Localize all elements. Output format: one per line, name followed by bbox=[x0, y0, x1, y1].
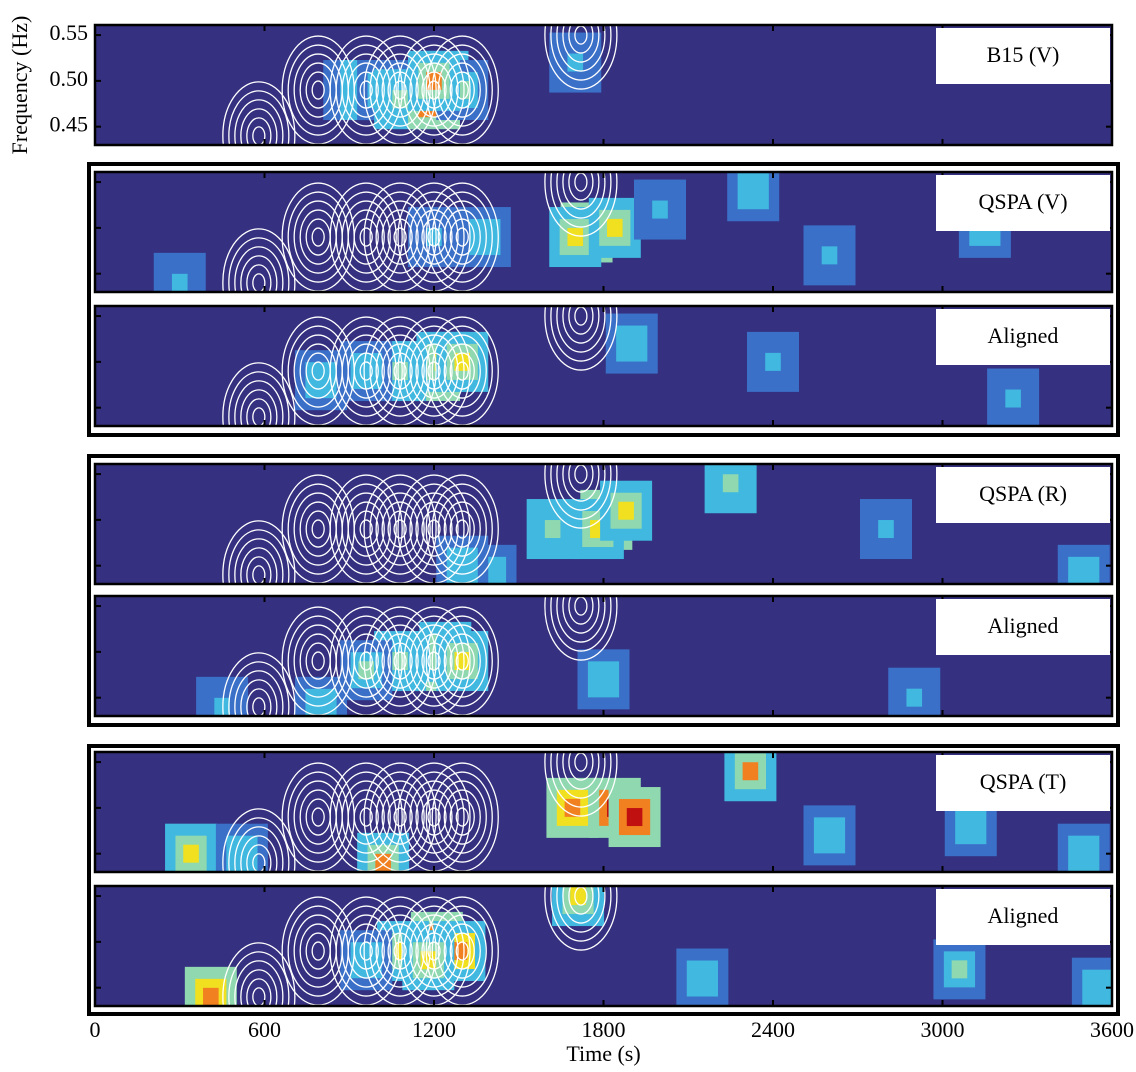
panel-label: QSPA (V) bbox=[978, 189, 1067, 214]
x-tick-label: 3000 bbox=[921, 1017, 965, 1042]
heat-cell bbox=[183, 845, 199, 863]
heat-cell bbox=[822, 246, 838, 264]
panel-label: Aligned bbox=[988, 903, 1059, 928]
heat-cell bbox=[745, 182, 761, 200]
heat-cell bbox=[596, 670, 612, 688]
heat-cell bbox=[906, 689, 922, 707]
heat-cell bbox=[214, 698, 230, 716]
heat-cell bbox=[695, 970, 711, 988]
heat-cell bbox=[627, 808, 643, 826]
x-tick-label: 600 bbox=[248, 1017, 281, 1042]
heat-cell bbox=[203, 988, 219, 1006]
heat-cell bbox=[1076, 845, 1092, 863]
heat-cell bbox=[723, 474, 739, 492]
heat-cell bbox=[822, 826, 838, 844]
heat-cell bbox=[1005, 390, 1021, 408]
heat-cell bbox=[570, 887, 586, 905]
heat-cell bbox=[1076, 566, 1092, 584]
heat-cell bbox=[652, 201, 668, 219]
x-tick-label: 0 bbox=[90, 1017, 101, 1042]
heat-cell bbox=[624, 335, 640, 353]
y-tick-label: 0.50 bbox=[50, 66, 89, 91]
x-tick-label: 2400 bbox=[751, 1017, 795, 1042]
heat-cell bbox=[765, 353, 781, 371]
panel-label: Aligned bbox=[988, 323, 1059, 348]
heat-cell bbox=[172, 274, 188, 292]
figure: B15 (V) 0.45 0.50 0.55 Frequency (Hz) QSPA (V… bbox=[0, 0, 1136, 1072]
heat-cell bbox=[952, 960, 968, 978]
heat-cell bbox=[1090, 979, 1106, 997]
panel-label: Aligned bbox=[988, 613, 1059, 638]
heat-cell bbox=[375, 854, 391, 872]
panel-label: QSPA (R) bbox=[979, 481, 1067, 506]
x-tick-label: 3600 bbox=[1090, 1017, 1134, 1042]
x-tick-label: 1800 bbox=[582, 1017, 626, 1042]
panel-label: B15 (V) bbox=[987, 42, 1060, 67]
y-axis-label: Frequency (Hz) bbox=[7, 16, 32, 155]
heat-cell bbox=[313, 371, 329, 389]
heat-cell bbox=[878, 520, 894, 538]
y-tick-label: 0.55 bbox=[50, 20, 89, 45]
heat-cell bbox=[607, 219, 623, 237]
y-tick-label: 0.45 bbox=[50, 112, 89, 137]
x-axis-label: Time (s) bbox=[566, 1041, 640, 1066]
heat-cell bbox=[567, 228, 583, 246]
panel-label: QSPA (T) bbox=[980, 769, 1067, 794]
heat-cell bbox=[743, 762, 759, 780]
heat-cell bbox=[963, 817, 979, 835]
heat-cell bbox=[618, 502, 634, 520]
x-tick-label: 1200 bbox=[412, 1017, 456, 1042]
heat-cell bbox=[545, 520, 561, 538]
